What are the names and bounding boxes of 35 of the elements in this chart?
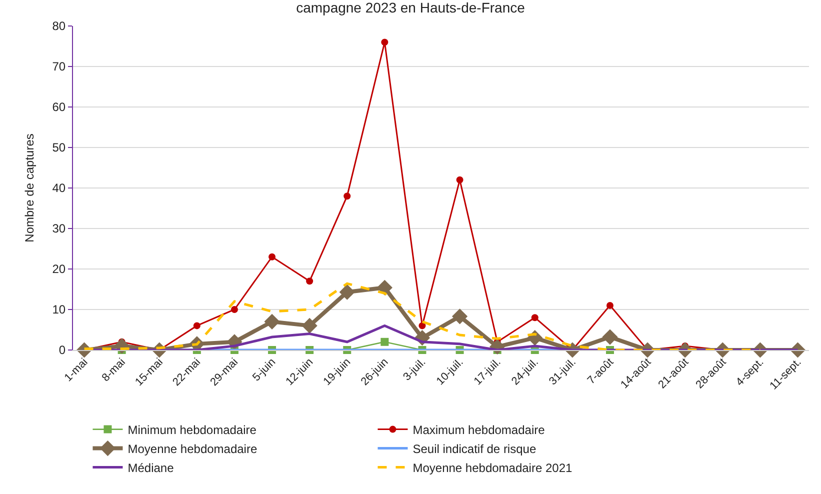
point — [193, 322, 200, 330]
y-tick-label: 80 — [52, 19, 66, 34]
legend-label: Minimum hebdomadaire — [128, 422, 257, 437]
point — [606, 302, 614, 309]
y-tick-label: 60 — [52, 100, 66, 114]
point — [264, 314, 280, 330]
point — [230, 306, 238, 313]
point — [531, 314, 538, 322]
point — [302, 318, 318, 334]
y-tick-label: 20 — [52, 262, 66, 276]
point — [268, 253, 276, 260]
point — [380, 338, 389, 346]
y-tick-label: 0 — [58, 343, 66, 358]
point — [376, 280, 392, 296]
y-tick-label: 70 — [52, 60, 66, 74]
y-tick-label: 10 — [52, 302, 66, 317]
point — [339, 284, 355, 300]
legend-label: Maximum hebdomadaire — [412, 422, 546, 437]
legend-label: Médiane — [128, 460, 174, 475]
y-axis-title: Nombre de captures — [22, 134, 37, 242]
point — [602, 329, 618, 345]
point — [344, 192, 351, 200]
legend-label: Moyenne hebdomadaire — [128, 442, 258, 456]
point — [381, 38, 388, 46]
y-tick-label: 50 — [52, 140, 66, 155]
point — [418, 322, 426, 330]
y-tick-label: 40 — [52, 181, 66, 196]
y-tick-label: 30 — [52, 222, 66, 236]
legend-label: Moyenne hebdomadaire 2021 — [412, 460, 572, 475]
point — [790, 342, 806, 358]
legend-label: Seuil indicatif de risque — [412, 442, 536, 456]
point — [452, 308, 468, 324]
chart-title: campagne 2023 en Hauts-de-France — [296, 0, 526, 16]
point — [456, 176, 464, 184]
point — [306, 278, 314, 285]
